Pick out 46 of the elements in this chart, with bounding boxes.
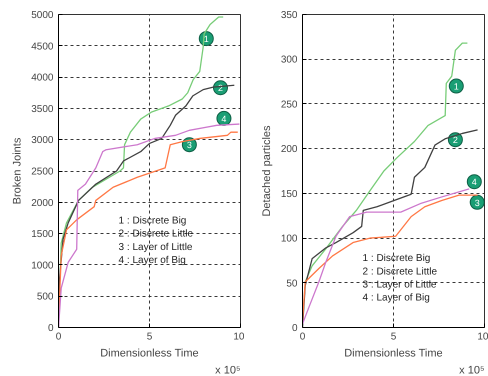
x-axis-title: Dimensionless Time: [100, 348, 199, 360]
x-tick-label: 10: [477, 332, 488, 342]
annotation: 2: [452, 135, 458, 146]
annotation: 2 : Discrete Little: [362, 266, 438, 278]
y-tick-label: 350: [280, 10, 298, 21]
annotation: 3: [474, 198, 480, 208]
x-tick-label: 0: [56, 332, 62, 342]
y-tick-label: 3000: [31, 135, 54, 146]
text: x 10⁵: [459, 364, 485, 376]
x-tick-label: 5: [146, 332, 153, 342]
y-tick-label: 4000: [31, 72, 54, 84]
y-tick-label: 3500: [31, 104, 54, 115]
x-tick-label: 0: [300, 332, 306, 342]
annotation: 1 : Discrete Big: [362, 253, 430, 264]
y-tick-label: 1500: [31, 229, 54, 240]
y-tick-label: 100: [280, 234, 298, 245]
annotation: 4 : Layer of Big: [118, 255, 186, 266]
x-tick-label: 10: [233, 332, 245, 342]
y-tick-label: 0: [292, 323, 298, 334]
y-axis-title: Broken Joints: [11, 137, 24, 204]
y-tick-label: 50: [286, 278, 298, 290]
y-tick-label: 4500: [31, 41, 54, 52]
annotation: 4 : Layer of Big: [362, 292, 430, 304]
annotation: 1: [454, 82, 459, 92]
y-tick-label: 300: [280, 54, 298, 66]
y-tick-label: 150: [280, 188, 298, 200]
line-series: [302, 129, 478, 328]
y-tick-label: 200: [280, 144, 298, 156]
annotation: 2 : Discrete Little: [118, 228, 194, 240]
y-tick-label: 250: [280, 99, 298, 110]
y-tick-label: 2000: [31, 198, 54, 209]
y-axis-title: Detached particles: [260, 124, 273, 217]
annotation: 3: [186, 140, 192, 150]
y-tick-label: 1000: [31, 260, 54, 272]
y-tick-label: 0: [48, 323, 54, 334]
x-axis-title: Dimensionless Time: [344, 348, 443, 360]
text: x 10⁵: [215, 364, 241, 376]
annotation: 4: [472, 177, 477, 188]
y-tick-label: 2500: [31, 166, 54, 178]
annotation: 1 : Discrete Big: [118, 216, 186, 227]
x-tick-label: 5: [390, 332, 397, 342]
annotation: 1: [204, 34, 209, 44]
annotation: 3 : Layer of Little: [118, 242, 193, 253]
annotation: 4: [221, 114, 226, 124]
y-tick-label: 5000: [31, 10, 54, 21]
y-tick-label: 500: [36, 292, 54, 303]
